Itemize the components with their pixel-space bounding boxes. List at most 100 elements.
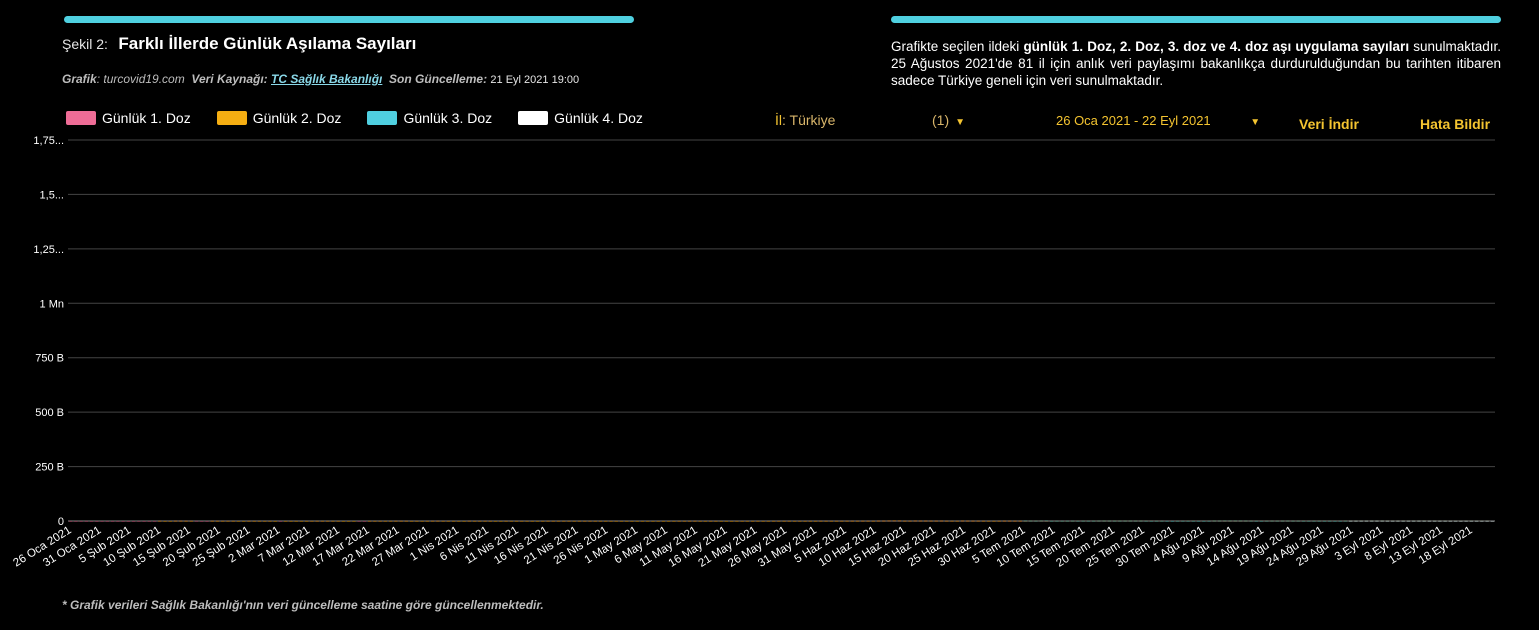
footnote: * Grafik verileri Sağlık Bakanlığı'nın v… (62, 598, 544, 612)
bar-segment (1023, 520, 1028, 522)
bar-segment (966, 520, 970, 522)
bar-segment (84, 520, 88, 522)
bar-segment (441, 520, 445, 522)
download-data-button[interactable]: Veri İndir (1299, 116, 1359, 132)
bar-segment (1391, 520, 1395, 522)
bar-segment (661, 520, 666, 522)
bar-segment (997, 520, 1001, 522)
legend-swatch (216, 111, 247, 125)
legend-item-dose3[interactable]: Günlük 3. Doz (367, 110, 492, 126)
province-filter[interactable]: İl: Türkiye (775, 112, 835, 128)
bar-segment (1170, 520, 1174, 522)
bar-segment (1092, 520, 1096, 522)
bar-segment (625, 520, 629, 522)
bar-segment (373, 520, 377, 522)
bar-segment (247, 520, 251, 522)
bar-segment (1181, 520, 1185, 522)
bar-segment (677, 520, 681, 522)
description: Grafikte seçilen ildeki günlük 1. Doz, 2… (891, 38, 1501, 89)
bar-segment (310, 520, 314, 522)
bar-segment (1417, 520, 1421, 522)
legend-item-dose1[interactable]: Günlük 1. Doz (66, 110, 191, 126)
bar-segment (1118, 520, 1122, 522)
legend-item-dose4[interactable]: Günlük 4. Doz (518, 110, 643, 126)
bar-segment (635, 520, 639, 522)
bar-segment (74, 520, 78, 522)
bar-segment (1475, 520, 1479, 522)
bar-segment (1443, 520, 1447, 522)
bar-segment (1454, 520, 1458, 522)
legend-item-dose2[interactable]: Günlük 2. Doz (216, 110, 341, 126)
bar-segment (1160, 520, 1164, 522)
bar-segment (871, 520, 875, 522)
bar-segment (504, 520, 508, 522)
bar-segment (1438, 520, 1442, 522)
bar-segment (1275, 520, 1279, 522)
bar-segment (410, 520, 414, 522)
bar-segment (1359, 520, 1363, 522)
bar-segment (609, 520, 613, 522)
report-error-button[interactable]: Hata Bildir (1420, 116, 1491, 132)
bar-segment (467, 520, 471, 522)
bar-segment (546, 520, 550, 522)
bar-segment (1490, 520, 1494, 522)
bar-segment (845, 520, 849, 522)
bar-segment (1202, 520, 1206, 522)
bar-segment (1385, 520, 1390, 522)
bar-segment (688, 520, 692, 522)
bar-segment (1296, 520, 1300, 522)
bar-segment (520, 520, 524, 522)
bar-segment (1307, 520, 1311, 522)
bar-segment (777, 520, 781, 522)
bar-segment (1427, 520, 1432, 522)
bar-segment (121, 520, 125, 522)
bar-segment (368, 520, 372, 522)
source-link[interactable]: TC Sağlık Bakanlığı (271, 72, 383, 86)
figure-number: Şekil 2: (62, 36, 108, 52)
bar-segment (1097, 520, 1101, 522)
bar-segment (567, 520, 571, 522)
bar-segment (320, 520, 325, 522)
province-count-dropdown[interactable]: (1) ▼ (932, 112, 965, 128)
bar-segment (1291, 520, 1295, 522)
bar-segment (1134, 520, 1138, 522)
bar-segment (1338, 520, 1342, 522)
bar-segment (226, 520, 230, 522)
bar-segment (1139, 520, 1143, 522)
bar-segment (1113, 520, 1117, 522)
bar-segment (1149, 520, 1153, 522)
bar-segment (1354, 520, 1358, 522)
bar-segment (179, 520, 183, 522)
bar-segment (242, 520, 246, 522)
bar-segment (1459, 520, 1463, 522)
date-range-value: 26 Oca 2021 - 22 Eyl 2021 (1056, 113, 1211, 128)
bar-segment (719, 520, 723, 522)
bar-segment (294, 520, 298, 522)
chevron-down-icon: ▼ (1250, 117, 1261, 128)
bar-segment (630, 520, 634, 522)
bar-segment (929, 520, 933, 522)
bar-segment (866, 520, 870, 522)
bar-segment (577, 520, 582, 522)
bar-segment (897, 520, 902, 522)
bar-segment (1233, 520, 1237, 522)
bar-segment (163, 520, 167, 522)
description-bold: günlük 1. Doz, 2. Doz, 3. doz ve 4. doz … (1023, 39, 1410, 54)
bar-segment (525, 520, 529, 522)
bar-segment (855, 520, 860, 522)
meta-line: Grafik: turcovid19.com Veri Kaynağı: TC … (62, 72, 579, 86)
bar-segment (305, 520, 309, 522)
province-value: : Türkiye (782, 112, 836, 128)
bar-segment (724, 520, 729, 522)
bar-segment (1044, 520, 1049, 522)
bar-segment (399, 520, 403, 522)
date-range-dropdown[interactable]: 26 Oca 2021 - 22 Eyl 2021 ▼ (1056, 113, 1260, 128)
bar-segment (231, 520, 235, 522)
bar-segment (787, 520, 791, 522)
bar-segment (535, 520, 540, 522)
bar-segment (1370, 520, 1374, 522)
y-tick-label: 1,75... (33, 135, 64, 147)
bar-segment (903, 520, 907, 522)
bar-segment (1349, 520, 1353, 522)
bar-segment (541, 520, 545, 522)
